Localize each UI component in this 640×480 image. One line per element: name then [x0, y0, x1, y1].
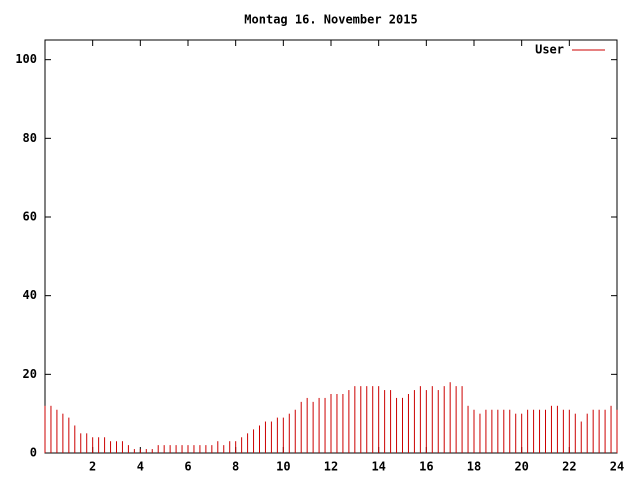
x-tick-label: 2: [89, 460, 96, 474]
x-tick-label: 10: [276, 460, 290, 474]
x-tick-label: 14: [371, 460, 385, 474]
y-tick-label: 100: [15, 52, 37, 66]
x-tick-label: 22: [562, 460, 576, 474]
x-tick-label: 6: [184, 460, 191, 474]
y-tick-label: 60: [23, 210, 37, 224]
y-tick-label: 80: [23, 131, 37, 145]
x-tick-label: 20: [514, 460, 528, 474]
legend-label: User: [535, 43, 564, 57]
x-tick-label: 18: [467, 460, 481, 474]
y-tick-label: 20: [23, 367, 37, 381]
x-tick-label: 16: [419, 460, 433, 474]
x-tick-label: 12: [324, 460, 338, 474]
x-tick-label: 24: [610, 460, 624, 474]
y-tick-label: 40: [23, 288, 37, 302]
x-tick-label: 4: [137, 460, 144, 474]
y-tick-label: 0: [30, 446, 37, 460]
x-tick-label: 8: [232, 460, 239, 474]
chart-title: Montag 16. November 2015: [244, 13, 417, 27]
